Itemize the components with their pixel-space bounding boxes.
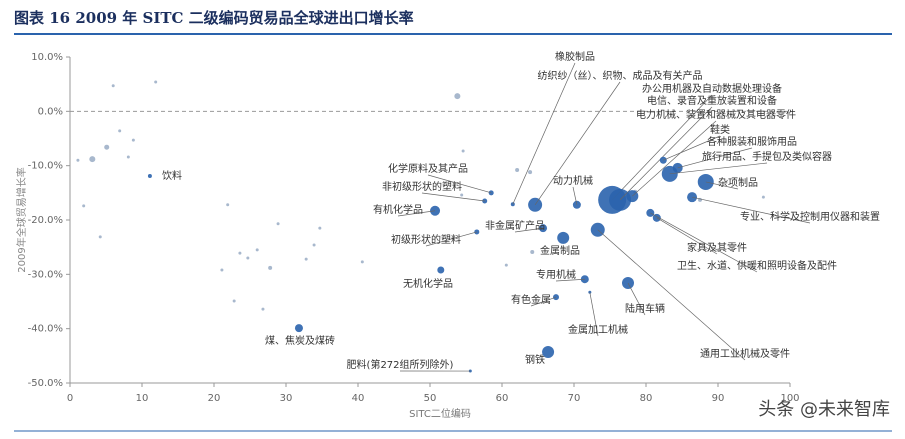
x-axis-title: SITC二位编码 [409, 407, 471, 420]
point-label: 专用机械 [536, 268, 576, 281]
point-label: 动力机械 [553, 174, 593, 187]
bubble [762, 196, 765, 199]
bubble [112, 84, 115, 87]
point-label: 专业、科学及控制用仪器和装置 [740, 210, 880, 223]
point-label: 纺织纱（丝）、织物、成品及有关产品 [538, 69, 703, 82]
bubble [277, 222, 280, 225]
x-tick-label: 80 [640, 393, 653, 404]
y-tick-label: 10.0% [31, 52, 63, 63]
bubble [437, 266, 444, 273]
point-label: 肥料(第272组所列除外) [347, 358, 454, 371]
bubble [305, 258, 308, 261]
bubble [99, 235, 102, 238]
bubble [313, 243, 316, 246]
bubble [132, 139, 135, 142]
point-label: 电力机械、装置和器械及其电器零件 [636, 108, 796, 121]
y-axis-title: 2009年全球贸易增长率 [15, 167, 28, 272]
bubble [295, 324, 303, 332]
bubble [118, 129, 121, 132]
x-tick-label: 100 [780, 393, 799, 404]
bubble [261, 308, 264, 311]
bubble [515, 168, 519, 172]
bubble [233, 299, 236, 302]
point-label: 钢铁 [525, 353, 545, 366]
bubble [220, 268, 223, 271]
y-tick-label: -30.0% [28, 269, 63, 280]
bubble [268, 266, 272, 270]
bubble [246, 257, 249, 260]
y-tick-label: -40.0% [28, 324, 63, 335]
point-label: 陆用车辆 [625, 302, 665, 315]
point-label: 旅行用品、手提包及类似容器 [702, 150, 832, 163]
point-label: 饮料 [162, 169, 182, 182]
point-label: 非初级形状的塑料 [382, 180, 462, 193]
bubble [528, 170, 532, 174]
bubble [530, 250, 534, 254]
point-label: 有机化学品 [373, 203, 423, 216]
y-tick-label: -50.0% [28, 378, 63, 389]
x-tick-label: 20 [208, 393, 221, 404]
y-tick-label: -20.0% [28, 215, 63, 226]
bubble [238, 252, 241, 255]
point-label: 家具及其零件 [687, 241, 747, 254]
bubble [148, 174, 152, 178]
point-label: 杂项制品 [718, 176, 758, 189]
bubble [361, 260, 364, 263]
bubble [454, 93, 460, 99]
point-label: 各种服装和服饰用品 [707, 135, 797, 148]
point-label: 化学原料及其产品 [388, 162, 468, 175]
point-label: 电信、录音及重放装置和设备 [647, 94, 777, 107]
bubble [460, 194, 463, 197]
point-label: 办公用机器及自动数据处理设备 [642, 82, 782, 95]
bubble [318, 227, 321, 230]
point-label: 煤、焦炭及煤砖 [265, 334, 335, 347]
point-label: 初级形状的塑料 [391, 233, 461, 246]
point-label: 通用工业机械及零件 [700, 347, 790, 360]
bubble [226, 203, 229, 206]
bubble [89, 156, 95, 162]
bubble [462, 149, 465, 152]
point-label: 有色金属 [511, 293, 551, 306]
bubble [127, 155, 130, 158]
y-tick-label: -10.0% [28, 161, 63, 172]
x-tick-label: 30 [280, 393, 293, 404]
bubble [505, 264, 508, 267]
bubble [256, 248, 259, 251]
watermark: 头条 @未来智库 [758, 399, 890, 420]
x-tick-label: 10 [136, 393, 149, 404]
bubble [76, 159, 79, 162]
bubble [154, 80, 157, 83]
x-tick-label: 70 [568, 393, 581, 404]
x-tick-label: 0 [67, 393, 73, 404]
point-label: 金属制品 [540, 244, 580, 257]
bubble [104, 145, 109, 150]
leader-line [422, 193, 485, 201]
point-label: 卫生、水道、供暖和照明设备及配件 [677, 259, 837, 272]
x-tick-label: 40 [352, 393, 365, 404]
x-tick-label: 50 [424, 393, 437, 404]
y-tick-label: 0.0% [38, 106, 63, 117]
point-label: 鞋类 [710, 123, 730, 136]
point-label: 金属加工机械 [568, 323, 628, 336]
point-label: 无机化学品 [403, 277, 453, 290]
bubble [557, 232, 569, 244]
x-tick-label: 90 [712, 393, 725, 404]
point-label: 橡胶制品 [555, 50, 595, 63]
point-label: 非金属矿产品 [485, 219, 545, 232]
page-title: 图表 16 2009 年 SITC 二级编码贸易品全球进出口增长率 [14, 9, 414, 27]
leader-line [670, 163, 767, 174]
x-tick-label: 60 [496, 393, 509, 404]
bubble [82, 204, 85, 207]
